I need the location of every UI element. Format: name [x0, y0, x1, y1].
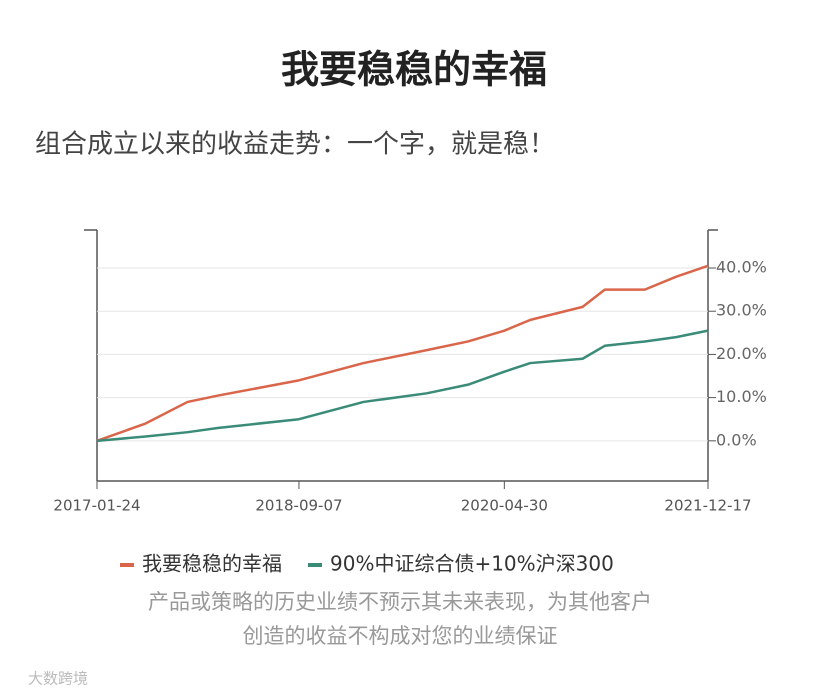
x-tick-label: 2021-12-17 [664, 497, 751, 515]
y-tick-label: 40.0% [716, 258, 767, 277]
y-tick-label: 20.0% [716, 344, 767, 363]
legend-label: 90%中证综合债+10%沪深300 [330, 552, 614, 576]
chart-title: 我要稳稳的幸福 [281, 48, 547, 92]
y-tick-label: 30.0% [716, 301, 767, 320]
y-tick-label: 0.0% [716, 430, 757, 449]
series-line [96, 264, 709, 443]
watermark: 大数跨境 [28, 670, 88, 688]
legend-label: 我要稳稳的幸福 [142, 552, 282, 576]
footnote: 创造的收益不构成对您的业绩保证 [243, 624, 558, 648]
series-line [96, 329, 709, 443]
x-tick-label: 2020-04-30 [461, 497, 548, 515]
chart-subtitle: 组合成立以来的收益走势：一个字，就是稳！ [35, 130, 555, 160]
x-tick-label: 2018-09-07 [255, 497, 342, 515]
footnote: 产品或策略的历史业绩不预示其未来表现，为其他客户 [148, 590, 652, 614]
x-tick-label: 2017-01-24 [53, 497, 140, 515]
y-tick-label: 10.0% [716, 387, 767, 406]
